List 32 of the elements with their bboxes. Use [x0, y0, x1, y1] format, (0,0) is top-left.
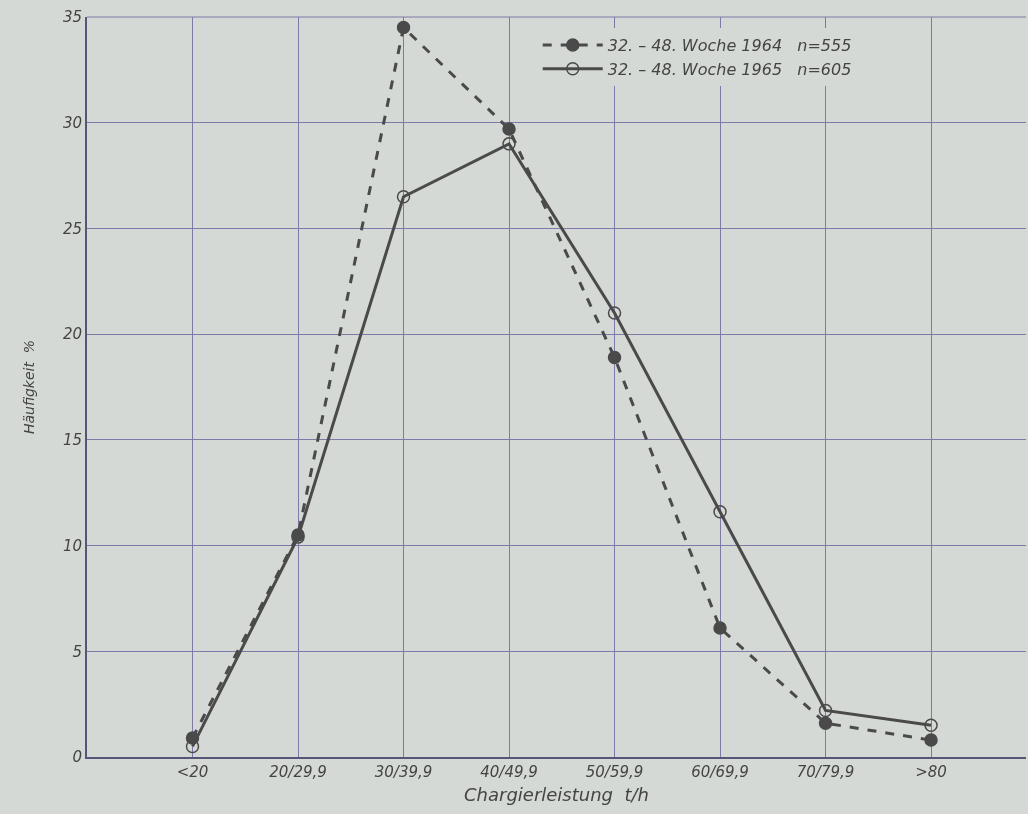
x-tick-label: 30/39,9 — [374, 763, 433, 781]
point — [502, 137, 516, 151]
y-tick-label: 30 — [62, 113, 82, 132]
point — [607, 350, 622, 365]
point — [396, 189, 411, 204]
y-tick-label: 5 — [72, 642, 82, 661]
y-tick-label: 20 — [62, 325, 82, 344]
point — [924, 718, 938, 733]
y-tick-label: 10 — [62, 536, 82, 555]
x-tick-label: 20/29,9 — [269, 763, 327, 781]
point — [713, 504, 727, 519]
point — [607, 306, 622, 320]
y-tick-label: 35 — [62, 8, 82, 27]
legend-label: 32. – 48. Woche 1964 n=555 — [607, 36, 852, 56]
x-tick-label: 50/59,9 — [585, 763, 644, 781]
point — [502, 122, 516, 136]
x-tick-label: 60/69,9 — [691, 763, 749, 781]
x-tick-label: 70/79,9 — [796, 763, 855, 781]
legend-label: 32. – 48. Woche 1965 n=605 — [607, 60, 852, 80]
x-tick-label: >80 — [915, 763, 947, 781]
point — [924, 733, 938, 747]
x-tick-label: 40/49,9 — [480, 763, 538, 781]
y-tick-label: 25 — [62, 219, 82, 238]
point — [713, 621, 727, 635]
point — [818, 716, 833, 730]
y-axis-title: Häufigkeit % — [21, 339, 38, 435]
y-tick-label: 15 — [62, 431, 82, 450]
point — [818, 703, 833, 718]
x-tick-label: <20 — [176, 763, 209, 781]
x-axis-title: Chargierleistung t/h — [463, 783, 650, 805]
point — [396, 20, 411, 35]
y-tick-label: 0 — [72, 748, 82, 767]
